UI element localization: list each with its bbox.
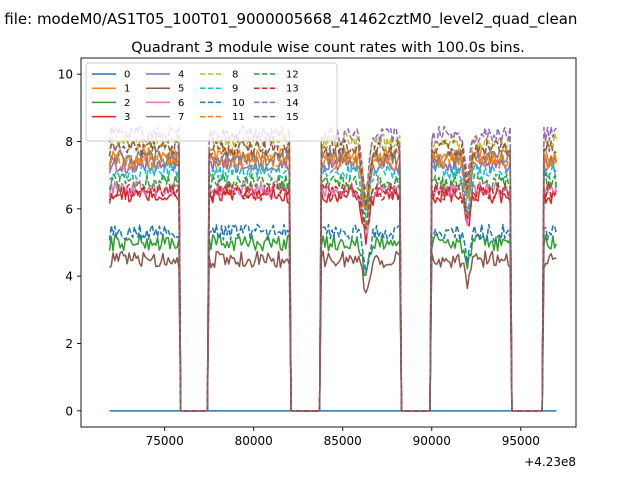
x-tick-label: 95000 [502,434,540,448]
legend-label-5: 5 [178,84,184,95]
legend-label-15: 15 [286,112,299,123]
legend-label-11: 11 [232,112,245,123]
legend-label-9: 9 [232,84,238,95]
y-tick-label: 2 [65,337,73,351]
legend-label-7: 7 [178,112,184,123]
y-tick-label: 10 [58,68,73,82]
legend-label-2: 2 [124,98,130,109]
plot-title: Quadrant 3 module wise count rates with … [131,40,525,56]
legend-label-0: 0 [124,70,130,81]
legend-label-4: 4 [178,70,184,81]
x-tick-label: 80000 [235,434,273,448]
legend-label-3: 3 [124,112,130,123]
y-tick-label: 0 [65,404,73,418]
y-tick-label: 6 [65,202,73,216]
legend-label-6: 6 [178,98,184,109]
legend-label-13: 13 [286,84,299,95]
legend-label-1: 1 [124,84,130,95]
y-tick-label: 8 [65,135,73,149]
legend-label-14: 14 [286,98,299,109]
x-axis-offset-label: +4.23e8 [524,455,576,469]
legend-label-10: 10 [232,98,245,109]
legend-label-12: 12 [286,70,299,81]
x-tick-label: 85000 [324,434,362,448]
figure-suptitle: n file: modeM0/AS1T05_100T01_9000005668_… [0,10,577,29]
series-line-15 [108,139,557,412]
series-line-13 [108,182,558,412]
plot-frame [80,57,577,428]
y-tick-label: 4 [65,270,73,284]
x-tick-label: 90000 [413,434,451,448]
series-line-10 [108,223,558,412]
x-tick-label: 75000 [146,434,184,448]
legend-label-8: 8 [232,70,238,81]
series-layer [108,125,558,412]
